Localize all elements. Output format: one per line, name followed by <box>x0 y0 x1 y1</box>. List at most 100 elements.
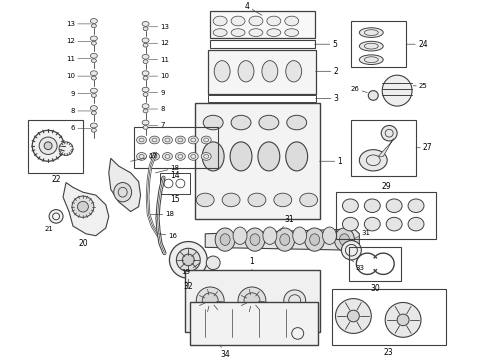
Text: 29: 29 <box>381 182 391 191</box>
Bar <box>210 40 315 48</box>
Text: 27: 27 <box>416 143 433 152</box>
Bar <box>208 50 316 94</box>
Ellipse shape <box>300 193 318 207</box>
Ellipse shape <box>285 29 299 36</box>
Ellipse shape <box>385 302 421 337</box>
Text: 13: 13 <box>148 24 170 30</box>
Ellipse shape <box>386 199 402 212</box>
Ellipse shape <box>231 16 245 26</box>
Text: 15: 15 <box>171 195 180 204</box>
Text: 10: 10 <box>66 73 91 79</box>
Bar <box>210 11 315 39</box>
Ellipse shape <box>408 199 424 212</box>
Ellipse shape <box>196 193 214 207</box>
Ellipse shape <box>340 234 349 246</box>
Ellipse shape <box>248 193 266 207</box>
Ellipse shape <box>213 16 227 26</box>
Ellipse shape <box>91 41 97 45</box>
Ellipse shape <box>142 71 149 76</box>
Text: 24: 24 <box>406 40 428 49</box>
Ellipse shape <box>293 227 307 244</box>
Ellipse shape <box>408 217 424 231</box>
Text: 33: 33 <box>351 260 365 271</box>
Ellipse shape <box>335 228 354 251</box>
Bar <box>28 120 83 173</box>
Ellipse shape <box>365 217 380 231</box>
Polygon shape <box>63 183 109 236</box>
Text: 4: 4 <box>245 2 262 15</box>
Ellipse shape <box>381 125 397 141</box>
Ellipse shape <box>49 210 63 223</box>
Ellipse shape <box>142 104 149 108</box>
Bar <box>190 302 318 345</box>
Ellipse shape <box>359 55 383 64</box>
Ellipse shape <box>90 53 98 58</box>
Ellipse shape <box>215 228 235 251</box>
Ellipse shape <box>342 240 361 260</box>
Ellipse shape <box>77 201 88 212</box>
Ellipse shape <box>359 28 383 37</box>
Text: 18: 18 <box>155 165 179 173</box>
Ellipse shape <box>175 153 185 160</box>
Ellipse shape <box>267 29 281 36</box>
Text: 9: 9 <box>71 90 91 96</box>
Ellipse shape <box>267 16 281 26</box>
Bar <box>185 270 319 332</box>
Bar <box>351 120 416 176</box>
Ellipse shape <box>284 290 306 311</box>
Text: 8: 8 <box>71 108 91 114</box>
Ellipse shape <box>233 227 247 244</box>
Ellipse shape <box>149 136 159 144</box>
Ellipse shape <box>91 129 97 132</box>
Text: 23: 23 <box>383 348 393 357</box>
Ellipse shape <box>163 136 172 144</box>
Ellipse shape <box>206 256 220 270</box>
Ellipse shape <box>182 254 195 266</box>
Ellipse shape <box>175 136 185 144</box>
Ellipse shape <box>91 24 97 28</box>
Ellipse shape <box>143 93 148 96</box>
Ellipse shape <box>137 153 147 160</box>
Bar <box>134 127 218 168</box>
Ellipse shape <box>203 115 223 130</box>
Text: 25: 25 <box>413 83 428 89</box>
Text: 34: 34 <box>220 345 230 359</box>
Ellipse shape <box>91 76 97 80</box>
Ellipse shape <box>220 234 230 246</box>
Ellipse shape <box>90 123 98 128</box>
Ellipse shape <box>310 234 319 246</box>
Ellipse shape <box>163 153 172 160</box>
Ellipse shape <box>188 136 198 144</box>
Ellipse shape <box>287 115 307 130</box>
Text: 9: 9 <box>148 90 165 95</box>
Bar <box>208 95 316 102</box>
Bar <box>351 21 406 67</box>
Text: 12: 12 <box>148 40 170 46</box>
Text: 13: 13 <box>66 21 91 27</box>
Bar <box>161 173 190 194</box>
Ellipse shape <box>202 293 218 308</box>
Text: 21: 21 <box>45 226 53 232</box>
Ellipse shape <box>285 16 299 26</box>
Ellipse shape <box>359 150 387 171</box>
Ellipse shape <box>90 71 98 76</box>
Ellipse shape <box>259 115 279 130</box>
Ellipse shape <box>91 111 97 115</box>
Ellipse shape <box>365 199 380 212</box>
Ellipse shape <box>263 227 277 244</box>
Ellipse shape <box>359 41 383 51</box>
Text: 31: 31 <box>354 230 370 239</box>
Text: 3: 3 <box>316 94 339 103</box>
Polygon shape <box>378 139 394 156</box>
Ellipse shape <box>142 54 149 59</box>
Ellipse shape <box>230 142 252 171</box>
Ellipse shape <box>231 29 245 36</box>
Text: 11: 11 <box>148 57 170 63</box>
Text: 32: 32 <box>184 279 193 291</box>
Ellipse shape <box>214 60 230 82</box>
Ellipse shape <box>176 248 200 271</box>
Ellipse shape <box>143 60 148 64</box>
Text: 2: 2 <box>316 67 338 76</box>
Ellipse shape <box>336 298 371 333</box>
Ellipse shape <box>305 228 324 251</box>
